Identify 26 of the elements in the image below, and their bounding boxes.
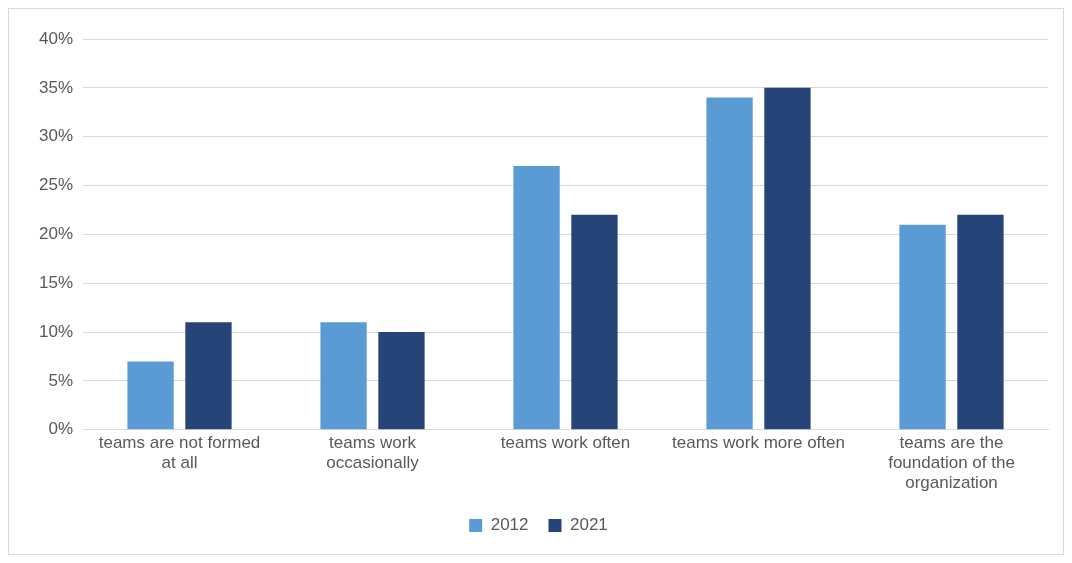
bar	[957, 214, 1004, 430]
y-tick-label: 40%	[38, 28, 74, 48]
bar	[127, 361, 174, 430]
x-tick-label: teams work often	[500, 432, 631, 452]
y-tick-label: 20%	[38, 224, 74, 244]
bar	[513, 166, 560, 430]
legend-label: 2021	[570, 515, 608, 535]
y-tick-label: 30%	[38, 126, 74, 146]
bar	[764, 87, 811, 430]
x-tick-label: teams work more often	[672, 432, 845, 452]
bar	[378, 332, 425, 430]
bar	[706, 97, 753, 430]
y-tick-label: 5%	[48, 370, 74, 390]
bar	[185, 322, 232, 430]
bar	[899, 224, 946, 430]
y-tick-label: 0%	[48, 419, 74, 439]
y-tick-label: 15%	[38, 272, 74, 292]
bar	[320, 322, 367, 430]
bar	[571, 214, 618, 430]
y-tick-label: 25%	[38, 175, 74, 195]
y-tick-label: 10%	[38, 321, 74, 341]
y-tick-label: 35%	[38, 77, 74, 97]
legend-label: 2012	[490, 515, 529, 535]
x-tick-label: teams are the foundation of the organization	[888, 432, 1015, 493]
x-tick-label: teams are not formed at all	[98, 432, 261, 473]
x-tick-label: teams work occasionally	[326, 432, 420, 473]
